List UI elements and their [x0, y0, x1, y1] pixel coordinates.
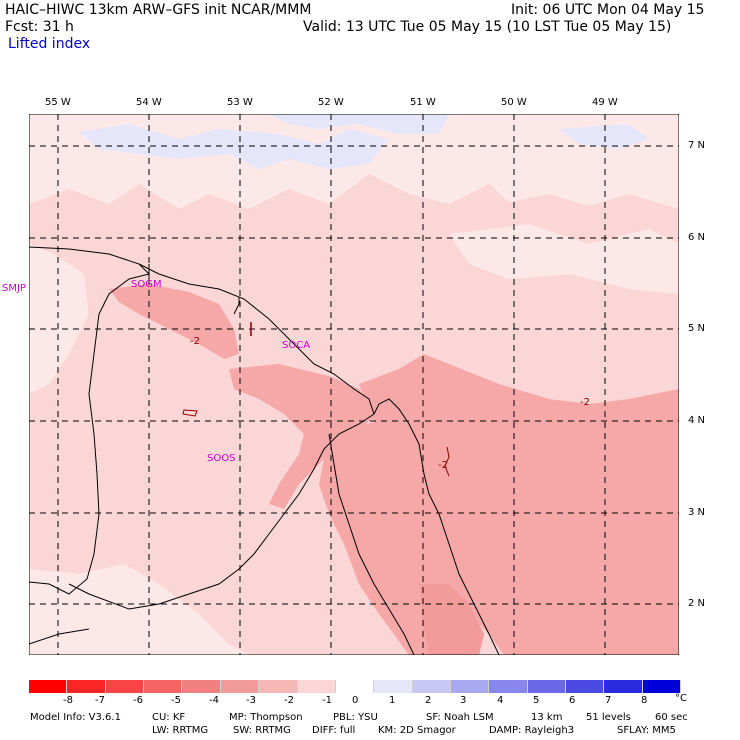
footer-levels: 51 levels: [586, 712, 631, 723]
colorbar-label: -2: [284, 695, 294, 706]
colorbar-swatch: [642, 680, 682, 693]
footer-timestep: 60 sec: [655, 712, 688, 723]
colorbar-label: 1: [389, 695, 396, 706]
lon-label: 51 W: [410, 97, 436, 108]
border-line: [328, 433, 415, 655]
field-name: Lifted index: [8, 36, 91, 52]
colorbar-label: 5: [533, 695, 540, 706]
lat-lon-grid: [29, 114, 679, 655]
positive-li-patch: [269, 114, 449, 134]
colorbar-label: 4: [497, 695, 504, 706]
footer-mp: MP: Thompson: [229, 712, 303, 723]
colorbar-label: 3: [460, 695, 467, 706]
contour-label: -2: [190, 336, 200, 347]
lifted-index-map: [29, 114, 679, 655]
colorbar-swatch: [144, 680, 183, 693]
border-line: [373, 398, 500, 655]
footer-pbl: PBL: YSU: [333, 712, 378, 723]
colorbar: [29, 680, 682, 693]
lon-label: 50 W: [501, 97, 527, 108]
li-minus2-region: [229, 364, 379, 509]
lon-label: 53 W: [227, 97, 253, 108]
border-line: [233, 297, 240, 315]
station-label: SOCA: [282, 340, 311, 351]
border-line: [68, 413, 375, 610]
footer-km: KM: 2D Smagor: [378, 725, 456, 736]
footer-sflay: SFLAY: MM5: [617, 725, 676, 736]
footer-diff: DIFF: full: [312, 725, 356, 736]
model-title: HAIC–HIWC 13km ARW–GFS init NCAR/MMM: [5, 2, 312, 18]
contour-mark: [444, 446, 450, 477]
colorbar-swatch: [105, 680, 145, 693]
li-minus2-region-east: [359, 354, 679, 655]
border-line: [29, 628, 90, 645]
li-darker-patch: [419, 584, 484, 655]
colorbar-swatch: [412, 680, 451, 693]
lat-label: 7 N: [688, 140, 706, 151]
colorbar-swatch: [29, 680, 68, 693]
lon-label: 54 W: [136, 97, 162, 108]
lat-label: 3 N: [688, 507, 706, 518]
valid-time: Valid: 13 UTC Tue 05 May 15 (10 LST Tue …: [303, 19, 672, 35]
station-label: SMJP: [2, 283, 26, 294]
colorbar-swatch: [527, 680, 567, 693]
coastline: [29, 246, 150, 595]
station-label: SOOS: [207, 453, 236, 464]
contour-label: -2: [580, 397, 590, 408]
colorbar-swatch: [335, 680, 375, 693]
footer-resolution: 13 km: [531, 712, 563, 723]
colorbar-swatch: [566, 680, 605, 693]
colorbar-label: 6: [569, 695, 576, 706]
colorbar-swatch: [489, 680, 528, 693]
colorbar-label: -8: [63, 695, 73, 706]
coastline: [138, 263, 375, 415]
positive-li-patch: [559, 124, 649, 149]
colorbar-label: 0: [352, 695, 359, 706]
colorbar-label: -6: [133, 695, 143, 706]
pale-region-southwest: [29, 564, 249, 655]
colorbar-swatch: [297, 680, 336, 693]
colorbar-swatch: [374, 680, 413, 693]
colorbar-label: -4: [209, 695, 219, 706]
lat-label: 4 N: [688, 415, 706, 426]
colorbar-swatch: [182, 680, 221, 693]
colorbar-swatch: [259, 680, 298, 693]
colorbar-swatch: [220, 680, 260, 693]
colorbar-label: 8: [641, 695, 648, 706]
footer-model-info: Model Info: V3.6.1: [30, 712, 121, 723]
footer-lw: LW: RRTMG: [152, 725, 209, 736]
colorbar-label: 7: [605, 695, 612, 706]
contour-mark: [182, 409, 198, 417]
station-label: SOGM: [131, 279, 162, 290]
colorbar-swatch: [450, 680, 490, 693]
footer-sw: SW: RRTMG: [233, 725, 291, 736]
colorbar-swatch: [67, 680, 106, 693]
li-minus2-region: [109, 284, 239, 359]
footer-damp: DAMP: Rayleigh3: [489, 725, 575, 736]
colorbar-label: -5: [171, 695, 181, 706]
lon-label: 55 W: [45, 97, 71, 108]
lon-label: 52 W: [318, 97, 344, 108]
footer-cu: CU: KF: [152, 712, 186, 723]
lat-label: 5 N: [688, 323, 706, 334]
lon-label: 49 W: [592, 97, 618, 108]
init-time: Init: 06 UTC Mon 04 May 15: [511, 2, 705, 18]
forecast-hour: Fcst: 31 h: [5, 19, 74, 35]
colorbar-label: -1: [322, 695, 332, 706]
colorbar-label: -3: [246, 695, 256, 706]
footer-sf: SF: Noah LSM: [426, 712, 494, 723]
colorbar-unit: °C: [675, 693, 687, 704]
pale-region-west: [29, 244, 89, 394]
positive-li-patch: [79, 124, 389, 169]
contour-label: -2: [438, 460, 448, 471]
colorbar-swatch: [604, 680, 643, 693]
lat-label: 2 N: [688, 598, 706, 609]
pale-region-northeast: [449, 224, 679, 294]
colorbar-label: -7: [95, 695, 105, 706]
colorbar-label: 2: [425, 695, 432, 706]
lat-label: 6 N: [688, 232, 706, 243]
